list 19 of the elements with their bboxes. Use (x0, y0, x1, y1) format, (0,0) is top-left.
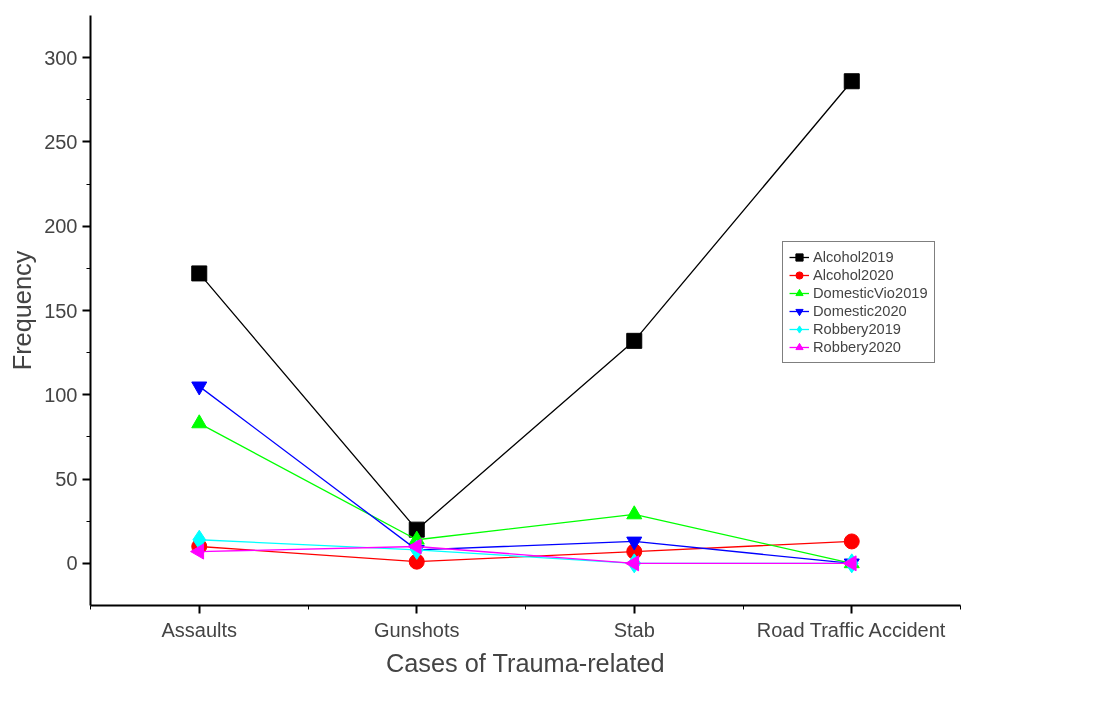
x-tick-label: Road Traffic Accident (756, 618, 946, 641)
x-tick-label: Gunshots (373, 618, 460, 641)
y-tick-label: 250 (44, 130, 78, 153)
legend-label: Domestic2020 (813, 302, 907, 321)
legend-label: Alcohol2020 (813, 266, 894, 285)
legend-label: DomesticVio2019 (813, 284, 928, 303)
legend-label: Robbery2019 (813, 320, 902, 339)
legend-label: Robbery2020 (813, 338, 902, 357)
x-tick-label: Stab (613, 618, 655, 641)
x-axis-title: Cases of Trauma-related (385, 648, 665, 677)
y-tick-label: 100 (44, 383, 78, 406)
y-tick-label: 300 (44, 46, 78, 69)
x-tick-label: Assaults (161, 618, 238, 641)
legend-label: Alcohol2019 (813, 248, 894, 267)
y-tick-label: 150 (44, 299, 78, 322)
y-tick-label: 0 (66, 552, 78, 575)
y-tick-label: 200 (44, 215, 78, 238)
y-axis-title: Frequency (8, 250, 37, 371)
y-tick-label: 50 (55, 468, 78, 491)
